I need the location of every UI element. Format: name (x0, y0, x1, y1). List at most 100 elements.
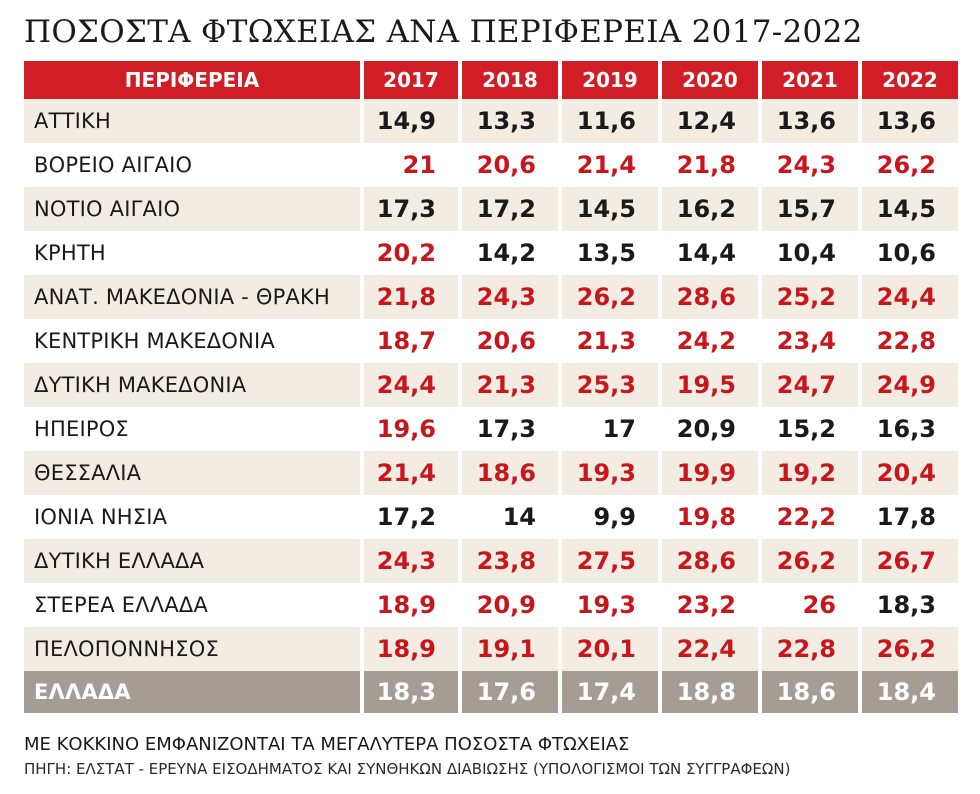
value-cell: 16,2 (662, 187, 762, 231)
value-cell: 20,9 (662, 407, 762, 451)
value-cell: 12,4 (662, 99, 762, 143)
header-year: 2020 (662, 61, 762, 99)
value-cell: 23,4 (762, 319, 862, 363)
header-year: 2022 (862, 61, 958, 99)
value-cell: 16,3 (862, 407, 958, 451)
value-cell: 27,5 (562, 539, 662, 583)
table-row: ΑΤΤΙΚΗ 14,9 13,3 11,6 12,4 13,6 13,6 (24, 99, 958, 143)
value-cell: 23,8 (462, 539, 562, 583)
value-cell: 20,2 (364, 231, 462, 275)
region-label: ΔΥΤΙΚΗ ΕΛΛΑΔΑ (24, 539, 364, 583)
total-value-cell: 17,6 (462, 671, 562, 713)
total-value-cell: 18,3 (364, 671, 462, 713)
value-cell: 20,9 (462, 583, 562, 627)
value-cell: 21,4 (364, 451, 462, 495)
value-cell: 18,7 (364, 319, 462, 363)
value-cell: 22,8 (762, 627, 862, 671)
total-value-cell: 18,4 (862, 671, 958, 713)
table-row: ΣΤΕΡΕΑ ΕΛΛΑΔΑ 18,9 20,9 19,3 23,2 26 18,3 (24, 583, 958, 627)
value-cell: 19,2 (762, 451, 862, 495)
value-cell: 19,9 (662, 451, 762, 495)
value-cell: 17,3 (462, 407, 562, 451)
table-row: ΝΟΤΙΟ ΑΙΓΑΙΟ 17,3 17,2 14,5 16,2 15,7 14,5 (24, 187, 958, 231)
table-row: ΚΡΗΤΗ 20,2 14,2 13,5 14,4 10,4 10,6 (24, 231, 958, 275)
value-cell: 28,6 (662, 539, 762, 583)
value-cell: 24,9 (862, 363, 958, 407)
value-cell: 17 (562, 407, 662, 451)
value-cell: 13,5 (562, 231, 662, 275)
value-cell: 14 (462, 495, 562, 539)
value-cell: 14,2 (462, 231, 562, 275)
value-cell: 24,4 (364, 363, 462, 407)
value-cell: 24,7 (762, 363, 862, 407)
value-cell: 19,6 (364, 407, 462, 451)
value-cell: 20,6 (462, 319, 562, 363)
table-row: ΔΥΤΙΚΗ ΕΛΛΑΔΑ 24,3 23,8 27,5 28,6 26,2 26,7 (24, 539, 958, 583)
value-cell: 18,9 (364, 627, 462, 671)
value-cell: 19,3 (562, 583, 662, 627)
table-row: ΚΕΝΤΡΙΚΗ ΜΑΚΕΔΟΝΙΑ 18,7 20,6 21,3 24,2 23,4 22… (24, 319, 958, 363)
value-cell: 19,8 (662, 495, 762, 539)
region-label: ΑΝΑΤ. ΜΑΚΕΔΟΝΙΑ - ΘΡΑΚΗ (24, 275, 364, 319)
region-label: ΘΕΣΣΑΛΙΑ (24, 451, 364, 495)
value-cell: 18,9 (364, 583, 462, 627)
value-cell: 22,2 (762, 495, 862, 539)
value-cell: 21,3 (462, 363, 562, 407)
total-label: ΕΛΛΑΔΑ (24, 671, 364, 713)
value-cell: 24,3 (762, 143, 862, 187)
total-value-cell: 17,4 (562, 671, 662, 713)
chart-title: ΠΟΣΟΣΤΑ ΦΤΩΧΕΙΑΣ ΑΝΑ ΠΕΡΙΦΕΡΕΙΑ 2017-202… (24, 14, 863, 50)
value-cell: 14,5 (862, 187, 958, 231)
value-cell: 24,4 (862, 275, 958, 319)
value-cell: 17,2 (364, 495, 462, 539)
value-cell: 15,7 (762, 187, 862, 231)
header-year: 2018 (462, 61, 562, 99)
value-cell: 26,2 (862, 143, 958, 187)
total-value-cell: 18,6 (762, 671, 862, 713)
value-cell: 19,3 (562, 451, 662, 495)
value-cell: 25,2 (762, 275, 862, 319)
value-cell: 23,2 (662, 583, 762, 627)
header-region: ΠΕΡΙΦΕΡΕΙΑ (24, 61, 364, 99)
value-cell: 24,2 (662, 319, 762, 363)
value-cell: 18,3 (862, 583, 958, 627)
value-cell: 17,3 (364, 187, 462, 231)
header-row: ΠΕΡΙΦΕΡΕΙΑ 2017 2018 2019 2020 2021 2022 (24, 61, 958, 99)
value-cell: 21,8 (662, 143, 762, 187)
table-row: ΔΥΤΙΚΗ ΜΑΚΕΔΟΝΙΑ 24,4 21,3 25,3 19,5 24,7 24,9 (24, 363, 958, 407)
value-cell: 14,5 (562, 187, 662, 231)
region-label: ΒΟΡΕΙΟ ΑΙΓΑΙΟ (24, 143, 364, 187)
legend-note: ΜΕ ΚΟΚΚΙΝΟ ΕΜΦΑΝΙΖΟΝΤΑΙ ΤΑ ΜΕΓΑΛΥΤΕΡΑ ΠΟ… (24, 734, 630, 755)
value-cell: 20,6 (462, 143, 562, 187)
value-cell: 13,3 (462, 99, 562, 143)
value-cell: 22,8 (862, 319, 958, 363)
value-cell: 20,4 (862, 451, 958, 495)
region-label: ΗΠΕΙΡΟΣ (24, 407, 364, 451)
value-cell: 10,4 (762, 231, 862, 275)
region-label: ΚΕΝΤΡΙΚΗ ΜΑΚΕΔΟΝΙΑ (24, 319, 364, 363)
header-year: 2019 (562, 61, 662, 99)
table-row: ΗΠΕΙΡΟΣ 19,6 17,3 17 20,9 15,2 16,3 (24, 407, 958, 451)
value-cell: 26,2 (562, 275, 662, 319)
value-cell: 26 (762, 583, 862, 627)
value-cell: 20,1 (562, 627, 662, 671)
value-cell: 21,4 (562, 143, 662, 187)
region-label: ΙΟΝΙΑ ΝΗΣΙΑ (24, 495, 364, 539)
value-cell: 24,3 (364, 539, 462, 583)
value-cell: 17,8 (862, 495, 958, 539)
value-cell: 9,9 (562, 495, 662, 539)
value-cell: 14,9 (364, 99, 462, 143)
value-cell: 17,2 (462, 187, 562, 231)
region-label: ΔΥΤΙΚΗ ΜΑΚΕΔΟΝΙΑ (24, 363, 364, 407)
total-value-cell: 18,8 (662, 671, 762, 713)
table-row: ΠΕΛΟΠΟΝΝΗΣΟΣ 18,9 19,1 20,1 22,4 22,8 26,2 (24, 627, 958, 671)
value-cell: 26,2 (862, 627, 958, 671)
value-cell: 21 (364, 143, 462, 187)
region-label: ΣΤΕΡΕΑ ΕΛΛΑΔΑ (24, 583, 364, 627)
value-cell: 28,6 (662, 275, 762, 319)
region-label: ΚΡΗΤΗ (24, 231, 364, 275)
value-cell: 25,3 (562, 363, 662, 407)
table-row: ΙΟΝΙΑ ΝΗΣΙΑ 17,2 14 9,9 19,8 22,2 17,8 (24, 495, 958, 539)
table-row: ΘΕΣΣΑΛΙΑ 21,4 18,6 19,3 19,9 19,2 20,4 (24, 451, 958, 495)
value-cell: 21,3 (562, 319, 662, 363)
